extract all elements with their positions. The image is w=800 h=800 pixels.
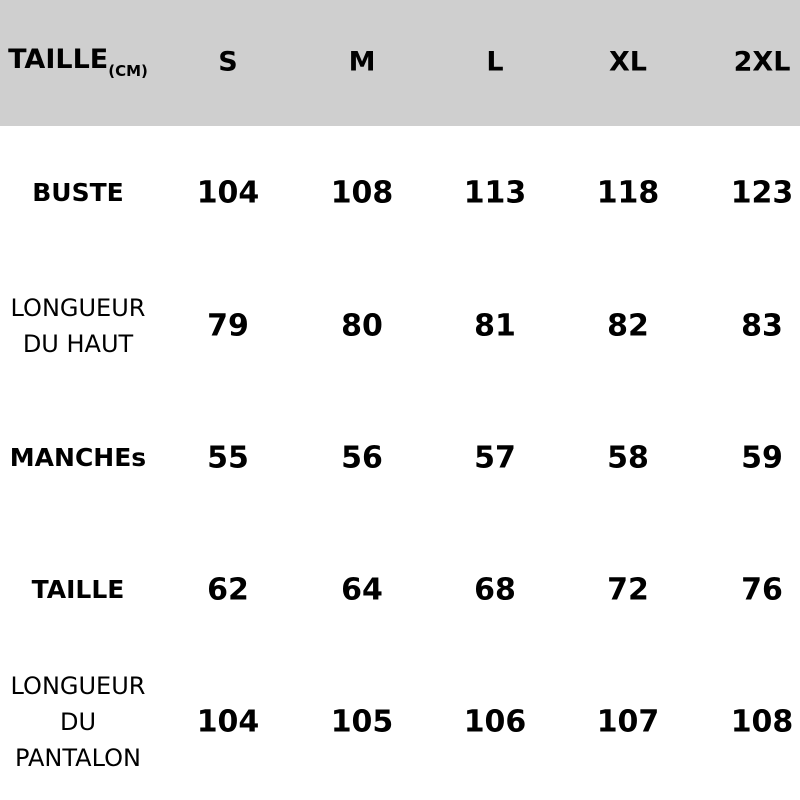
row-label-line: LONGUEUR: [10, 672, 146, 700]
measurement-value: 82: [607, 308, 649, 344]
measurement-value: 105: [330, 704, 394, 740]
header-unit: (CM): [108, 62, 148, 80]
row-label: LONGUEUR DU HAUT: [11, 290, 146, 362]
measurement-value: 62: [207, 572, 249, 608]
measurement-value: 79: [207, 308, 249, 344]
measurement-value: 59: [741, 440, 783, 476]
measurement-value: 113: [463, 175, 527, 211]
measurement-value: 68: [474, 572, 516, 608]
header-title: TAILLE: [8, 44, 109, 75]
row-label-line: DU: [59, 708, 97, 736]
row-label: MANCHEs: [10, 440, 146, 476]
size-header-s: S: [218, 46, 238, 78]
measurement-value: 80: [341, 308, 383, 344]
header-title-cell: TAILLE(CM): [8, 44, 148, 80]
row-label-line: PANTALON: [15, 744, 141, 772]
row-label: BUSTE: [32, 175, 124, 211]
measurement-value: 72: [607, 572, 649, 608]
measurement-value: 118: [596, 175, 660, 211]
measurement-value: 123: [730, 175, 794, 211]
measurement-value: 108: [330, 175, 394, 211]
measurement-value: 57: [474, 440, 516, 476]
measurement-value: 83: [741, 308, 783, 344]
measurement-value: 81: [474, 308, 516, 344]
measurement-value: 104: [196, 175, 260, 211]
size-header-2xl: 2XL: [733, 46, 791, 78]
measurement-value: 56: [341, 440, 383, 476]
row-label-line: LONGUEUR: [10, 294, 146, 322]
size-header-xl: XL: [608, 46, 648, 78]
row-label: TAILLE: [32, 572, 125, 608]
measurement-value: 76: [741, 572, 783, 608]
measurement-value: 104: [196, 704, 260, 740]
measurement-value: 58: [607, 440, 649, 476]
measurement-value: 64: [341, 572, 383, 608]
row-label-line: DU HAUT: [22, 330, 134, 358]
measurement-value: 107: [596, 704, 660, 740]
measurement-value: 108: [730, 704, 794, 740]
measurement-value: 55: [207, 440, 249, 476]
row-label-line: BUSTE: [32, 178, 124, 207]
measurement-value: 106: [463, 704, 527, 740]
row-label: LONGUEUR DU PANTALON: [11, 668, 146, 776]
size-header-l: L: [486, 46, 504, 78]
table-header: [0, 0, 800, 126]
row-label-line: MANCHEs: [9, 443, 147, 472]
size-header-m: M: [348, 46, 376, 78]
row-label-line: TAILLE: [31, 575, 125, 604]
